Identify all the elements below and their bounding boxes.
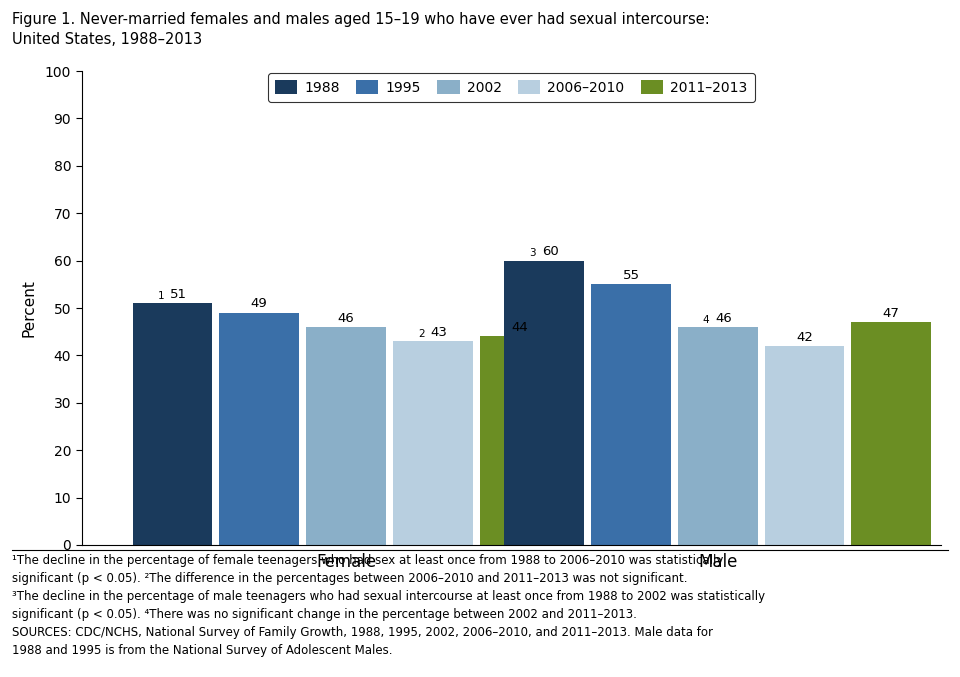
Text: 44: 44 [511, 321, 528, 334]
Y-axis label: Percent: Percent [21, 279, 36, 337]
Bar [591, 284, 671, 545]
Text: 55: 55 [622, 269, 639, 282]
Text: 4: 4 [703, 315, 709, 324]
Text: 49: 49 [251, 297, 268, 310]
Text: 46: 46 [715, 311, 732, 324]
Bar [678, 327, 757, 545]
Text: 51: 51 [170, 288, 187, 301]
Bar [219, 313, 300, 545]
Bar [852, 322, 931, 545]
Text: 46: 46 [338, 311, 354, 324]
Text: 3: 3 [529, 248, 536, 258]
Text: 47: 47 [883, 307, 900, 320]
Text: ¹The decline in the percentage of female teenagers who had sex at least once fro: ¹The decline in the percentage of female… [12, 554, 766, 657]
Bar [764, 346, 845, 545]
Text: United States, 1988–2013: United States, 1988–2013 [12, 32, 203, 47]
Text: 43: 43 [430, 326, 447, 338]
Bar [504, 261, 584, 545]
Text: 1: 1 [157, 291, 164, 301]
Bar [306, 327, 386, 545]
Text: 60: 60 [541, 245, 559, 258]
Text: Figure 1. Never-married females and males aged 15–19 who have ever had sexual in: Figure 1. Never-married females and male… [12, 12, 710, 27]
Text: 42: 42 [796, 330, 813, 343]
Legend: 1988, 1995, 2002, 2006–2010, 2011–2013: 1988, 1995, 2002, 2006–2010, 2011–2013 [268, 73, 755, 102]
Bar [132, 303, 212, 545]
Text: 2: 2 [418, 329, 424, 338]
Bar [393, 341, 472, 545]
Bar [480, 336, 560, 545]
